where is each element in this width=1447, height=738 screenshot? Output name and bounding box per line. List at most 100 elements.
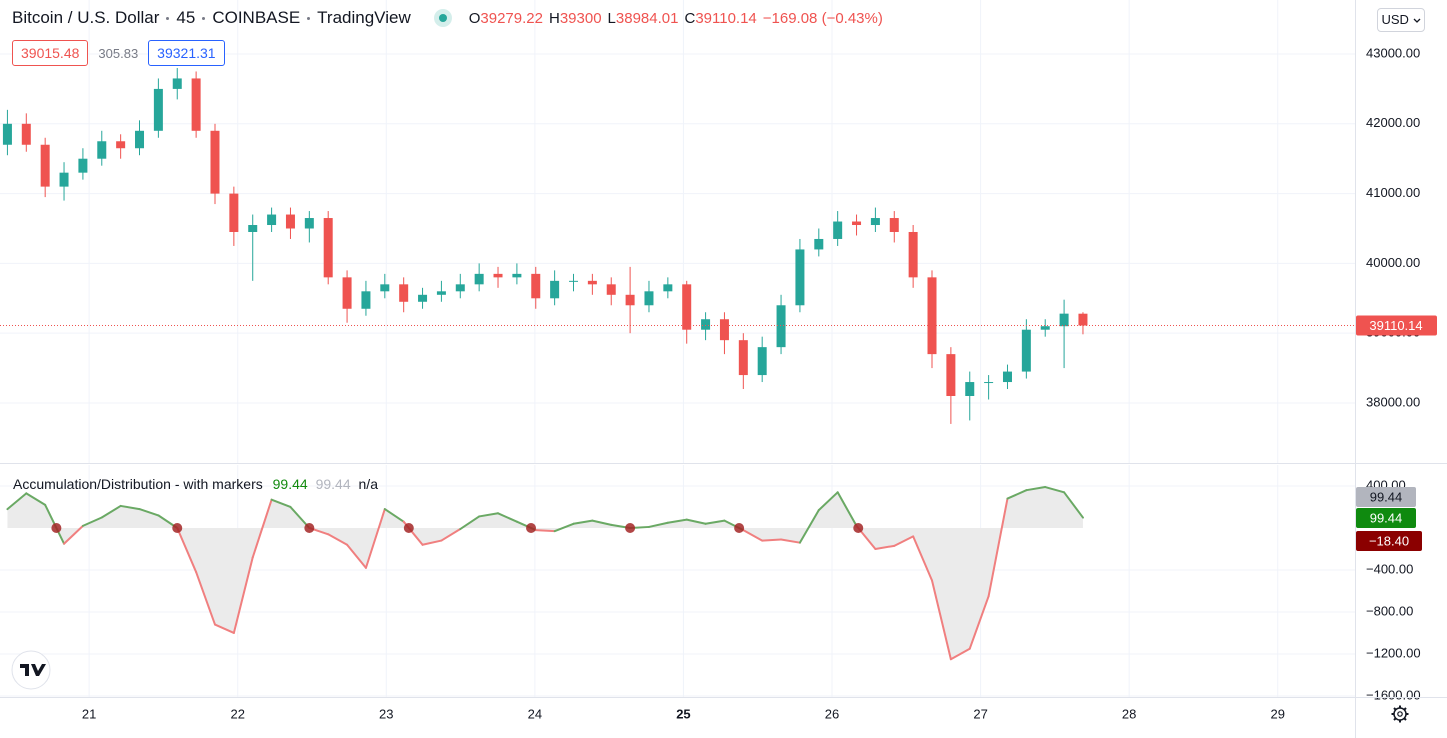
- candle-body: [682, 284, 692, 330]
- ad-line-segment: [553, 522, 575, 533]
- candle-body: [229, 193, 239, 232]
- prefix: H: [548, 9, 560, 27]
- separator: [202, 16, 206, 20]
- x-tick-label: 29: [1271, 706, 1285, 721]
- candle-body: [833, 221, 843, 239]
- x-tick-label: 26: [825, 706, 839, 721]
- sell-badge[interactable]: 39015.48: [12, 40, 89, 66]
- ad-line-segment: [1044, 486, 1066, 494]
- candle-body: [59, 172, 69, 187]
- value: 39279.22: [480, 9, 543, 27]
- candle-body: [927, 277, 937, 355]
- indicator-value: 99.44: [272, 476, 308, 492]
- candle-body: [738, 340, 748, 376]
- x-tick-label: 22: [230, 706, 244, 721]
- y-tick-label: 41000.00: [1366, 185, 1420, 200]
- x-tick-label: 24: [528, 706, 542, 721]
- indicator-title[interactable]: Accumulation/Distribution - with markers: [13, 476, 263, 492]
- candle-body: [512, 273, 522, 278]
- ad-line-segment: [666, 518, 688, 524]
- ad-line-segment: [647, 521, 669, 528]
- trade-badges: 39015.48 305.83 39321.31: [12, 40, 225, 66]
- x-tick-label: 27: [973, 706, 987, 721]
- y-tick-label: −1600.00: [1366, 687, 1421, 702]
- indicator-badge-label: 99.44: [1370, 510, 1403, 525]
- interval[interactable]: 45: [176, 8, 196, 27]
- candle-body: [153, 88, 163, 131]
- candle-body: [870, 218, 880, 226]
- ad-line-segment: [572, 519, 594, 525]
- ad-line-segment: [912, 535, 934, 582]
- separator: [307, 16, 311, 20]
- candle-body: [1040, 326, 1050, 330]
- indicator-value-2: 99.44: [315, 476, 351, 492]
- candle-body: [285, 214, 295, 229]
- indicator-value-3: n/a: [358, 476, 378, 492]
- candle-body: [852, 221, 862, 226]
- ad-line-segment: [346, 543, 367, 569]
- ad-line-segment: [81, 516, 103, 527]
- candle-body: [568, 280, 578, 282]
- last-price-label: 39110.14: [1369, 318, 1422, 333]
- candle-body: [304, 218, 314, 229]
- y-tick-label: 43000.00: [1366, 45, 1420, 60]
- ad-line-segment: [383, 508, 405, 523]
- ad-marker: [526, 522, 537, 533]
- ad-line-segment: [327, 533, 349, 546]
- candle-body: [21, 123, 31, 145]
- currency-button[interactable]: USD: [1377, 8, 1425, 32]
- currency[interactable]: USD: [1381, 12, 1409, 27]
- candle-body: [550, 280, 560, 299]
- ad-line-segment: [987, 497, 1009, 598]
- candle-body: [210, 130, 220, 194]
- ad-marker: [304, 522, 315, 533]
- market-status: [438, 14, 447, 22]
- value: 38984.01: [615, 9, 679, 27]
- indicator-badge-red: [1356, 531, 1422, 551]
- x-tick-label: 23: [379, 706, 393, 721]
- x-tick-label: 25: [676, 706, 690, 721]
- settings-icon[interactable]: [1391, 705, 1409, 723]
- y-tick-label: 40000.00: [1366, 255, 1420, 270]
- ad-line-segment: [176, 526, 198, 574]
- ad-line-segment: [836, 491, 858, 527]
- candle-body: [644, 291, 654, 306]
- candle-body: [814, 238, 824, 250]
- candle-body: [625, 294, 635, 306]
- ad-line-segment: [213, 623, 235, 634]
- low-value: L38984.01: [608, 10, 679, 27]
- ad-line-segment: [968, 595, 990, 650]
- ad-line-segment: [742, 529, 764, 542]
- buy-badge[interactable]: 39321.31: [148, 40, 225, 66]
- ad-line-segment: [685, 518, 707, 525]
- ad-line-segment: [949, 647, 971, 661]
- candle-body: [1059, 313, 1069, 327]
- indicator-badge-gray: [1356, 487, 1416, 507]
- candle-body: [399, 284, 409, 302]
- symbol[interactable]: Bitcoin / U.S. Dollar: [12, 8, 160, 27]
- ad-line-segment: [591, 519, 613, 526]
- ad-line-segment: [893, 535, 915, 547]
- ad-marker: [172, 522, 183, 533]
- y-tick-label: −1200.00: [1366, 645, 1421, 660]
- candle-body: [946, 354, 956, 396]
- chevron: [1413, 18, 1420, 23]
- source: TradingView: [317, 8, 411, 27]
- candle-body: [361, 291, 371, 309]
- ad-line-segment: [1006, 489, 1028, 500]
- tv-logo: [11, 650, 51, 690]
- candle-body: [455, 284, 465, 292]
- candle-body: [380, 284, 390, 292]
- y-tick-label: 42000.00: [1366, 115, 1420, 130]
- candle-body: [191, 78, 201, 131]
- gear-tooth: [1393, 717, 1397, 721]
- candle-body: [531, 273, 541, 299]
- ad-marker: [625, 522, 636, 533]
- value: 39110.14: [695, 9, 757, 27]
- ad-line-segment: [874, 544, 896, 550]
- ad-line-segment: [63, 524, 84, 545]
- candle-body: [606, 284, 616, 295]
- candle-body: [267, 214, 277, 226]
